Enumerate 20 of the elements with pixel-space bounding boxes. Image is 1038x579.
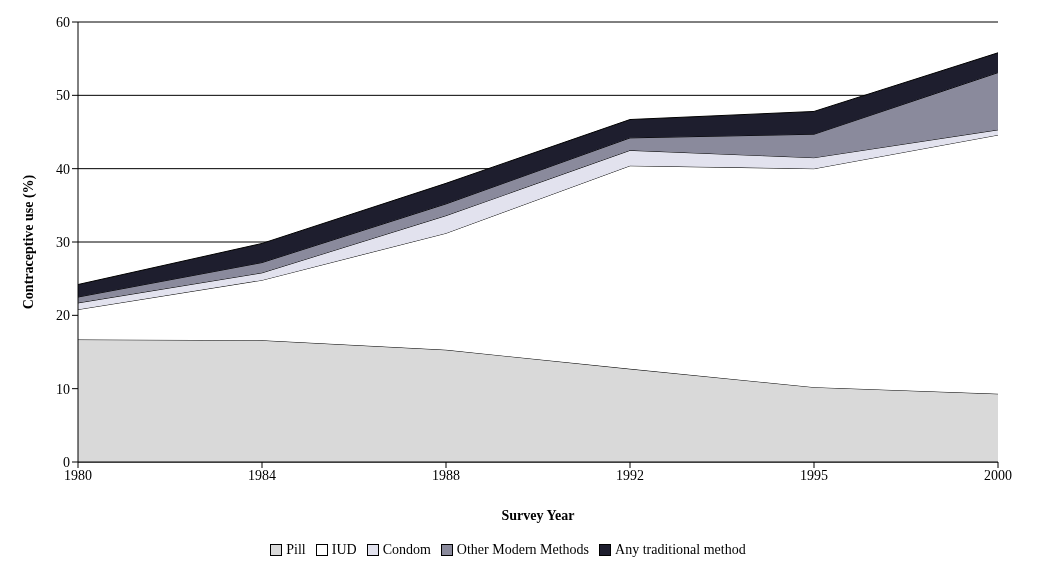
legend-label: IUD xyxy=(331,542,357,558)
x-tick-label: 2000 xyxy=(984,467,1012,483)
legend-label: Pill xyxy=(286,542,306,558)
y-tick-label: 50 xyxy=(56,88,70,104)
legend-label: Other Modern Methods xyxy=(456,542,590,558)
x-tick-label: 1980 xyxy=(64,467,92,483)
x-axis-title: Survey Year xyxy=(501,508,575,523)
y-tick-label: 10 xyxy=(56,381,70,397)
x-tick-label: 1995 xyxy=(800,467,828,483)
y-axis-title: Contraceptive use (%) xyxy=(20,174,37,310)
x-tick-label: 1988 xyxy=(432,467,460,483)
x-tick-label: 1992 xyxy=(616,467,644,483)
y-tick-label: 0 xyxy=(63,454,70,470)
y-tick-label: 40 xyxy=(56,161,70,177)
y-tick-label: 60 xyxy=(56,14,70,30)
legend-label: Any traditional method xyxy=(615,542,746,558)
legend-label: Condom xyxy=(382,542,431,558)
y-tick-label: 30 xyxy=(56,234,70,250)
x-tick-label: 1984 xyxy=(248,467,276,483)
y-tick-label: 20 xyxy=(56,308,70,324)
